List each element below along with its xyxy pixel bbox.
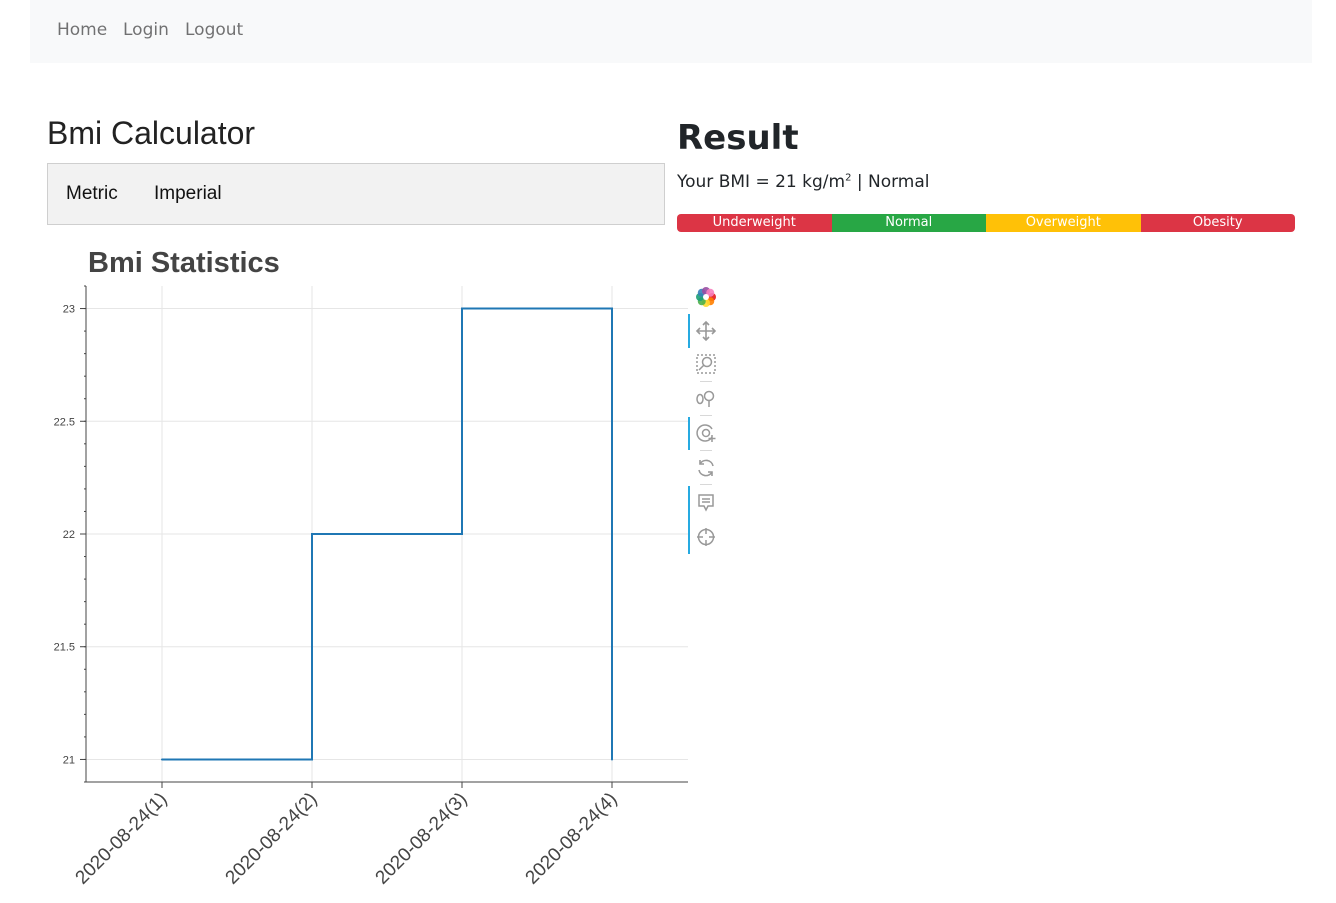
zoom-in-icon[interactable] — [694, 421, 718, 445]
result-separator: | — [851, 172, 868, 192]
bmi-value: 21 — [775, 172, 797, 192]
result-title: Result — [677, 118, 799, 158]
bmi-scale-underweight: Underweight — [677, 214, 832, 232]
tab-imperial[interactable]: Imperial — [154, 183, 222, 204]
data-point — [611, 758, 613, 761]
active-tool-indicator — [688, 314, 690, 348]
active-tool-indicator — [688, 486, 690, 554]
chart-toolbar — [688, 284, 728, 564]
nav-link-home[interactable]: Home — [57, 20, 108, 40]
result-prefix: Your BMI = — [677, 172, 776, 192]
navbar: Home Login Logout — [30, 0, 1312, 63]
y-tick-label: 22.5 — [54, 416, 75, 428]
tab-metric[interactable]: Metric — [66, 183, 118, 204]
toolbar-separator — [700, 450, 712, 451]
unit-tabs: Metric Imperial — [47, 163, 665, 225]
y-tick-label: 21 — [63, 754, 75, 766]
bmi-unit: kg/m — [796, 172, 846, 192]
chart-title: Bmi Statistics — [88, 247, 280, 279]
hover-icon[interactable] — [694, 491, 718, 515]
result-text: Your BMI = 21 kg/m2 | Normal — [677, 172, 930, 192]
reset-icon[interactable] — [694, 456, 718, 480]
wheel-zoom-icon[interactable] — [694, 386, 718, 410]
x-tick-label: 2020-08-24(2) — [222, 789, 322, 889]
x-tick-label: 2020-08-24(4) — [522, 789, 622, 889]
y-tick-label: 21.5 — [54, 642, 75, 654]
toolbar-separator — [700, 415, 712, 416]
bmi-category: Normal — [867, 172, 930, 192]
bmi-scale-obesity: Obesity — [1140, 214, 1295, 232]
active-tool-indicator — [688, 417, 690, 450]
y-tick-label: 23 — [63, 304, 75, 316]
bmi-scale-overweight: Overweight — [986, 214, 1141, 232]
toolbar-separator — [700, 484, 712, 485]
toolbar-separator — [700, 381, 712, 382]
bmi-unit-sup: 2 — [845, 172, 852, 184]
x-tick-label: 2020-08-24(3) — [372, 789, 472, 889]
bmi-scale-bar: Underweight Normal Overweight Obesity — [677, 214, 1295, 232]
data-point — [161, 758, 163, 761]
bmi-scale-normal: Normal — [831, 214, 986, 232]
crosshair-icon[interactable] — [694, 525, 718, 549]
bokeh-logo-icon — [694, 285, 718, 309]
x-tick-label: 2020-08-24(1) — [72, 789, 172, 889]
box-zoom-icon[interactable] — [694, 352, 718, 376]
data-point — [461, 307, 463, 310]
bmi-step-line — [162, 307, 613, 761]
nav-link-login[interactable]: Login — [123, 20, 169, 40]
pan-icon[interactable] — [694, 319, 718, 343]
y-tick-label: 22 — [63, 529, 75, 541]
page-title: Bmi Calculator — [47, 115, 256, 151]
nav-link-logout[interactable]: Logout — [185, 20, 244, 40]
data-point — [311, 533, 313, 535]
bmi-statistics-chart: 21 21.5 22 22.5 23 2020-08-24(1) 2020-08-24(2)… — [54, 285, 688, 889]
